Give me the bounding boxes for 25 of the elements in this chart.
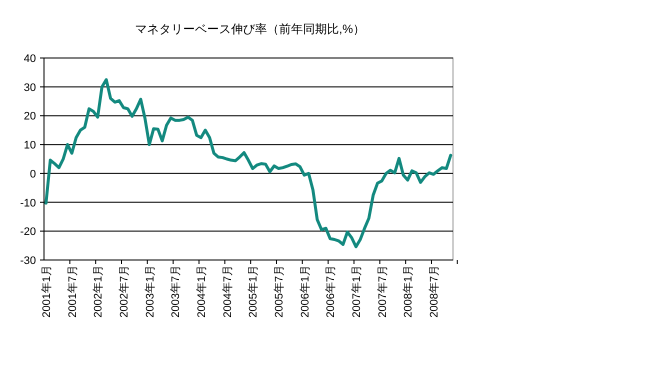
x-tick-label: 2005年7月 [273,265,286,318]
x-tick-label: 2003年7月 [170,265,182,318]
x-tick-label: 2007年1月 [350,265,363,318]
x-tick-label: 2004年7月 [222,265,234,318]
y-tick-label: -10 [20,197,36,210]
x-tick-label: 2002年1月 [92,265,105,318]
y-tick-label: 10 [24,140,36,152]
y-tick-label: 40 [24,53,36,65]
x-tick-label: 2008年1月 [402,265,415,318]
x-tick-label: 2006年1月 [299,265,312,318]
x-tick-label: 2004年1月 [196,265,208,318]
x-tick-label: 2001年1月 [41,265,53,318]
x-tick-label: 2002年7月 [118,265,130,318]
x-tick-label: 2005年1月 [248,265,260,318]
y-tick-label: 30 [24,82,36,94]
x-tick-label: 2001年7月 [66,265,79,318]
y-tick-label: 20 [24,110,36,123]
y-tick-label: -20 [20,226,36,238]
x-tick-label: 2007年7月 [376,265,389,318]
y-tick-label: 0 [30,168,36,180]
x-tick-label: 2006年7月 [325,265,338,318]
x-tick-label: 2008年7月 [428,265,440,318]
y-tick-label: -30 [20,255,36,267]
x-tick-label: 2003年1月 [144,265,156,318]
chart-title: マネタリーベース伸び率（前年同期比,%） [134,22,366,36]
